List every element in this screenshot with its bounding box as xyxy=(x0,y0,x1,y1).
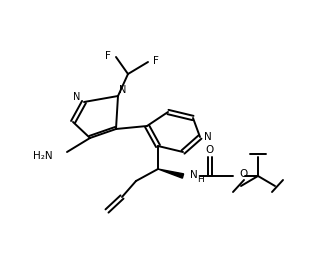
Text: N: N xyxy=(204,132,212,142)
Polygon shape xyxy=(158,169,184,178)
Text: N: N xyxy=(190,170,198,180)
Text: F: F xyxy=(105,51,111,61)
Text: F: F xyxy=(153,56,159,66)
Text: H₂N: H₂N xyxy=(33,151,53,161)
Text: H: H xyxy=(197,176,204,184)
Text: N: N xyxy=(73,92,81,102)
Text: O: O xyxy=(239,169,247,179)
Text: O: O xyxy=(206,145,214,155)
Text: N: N xyxy=(119,85,127,95)
